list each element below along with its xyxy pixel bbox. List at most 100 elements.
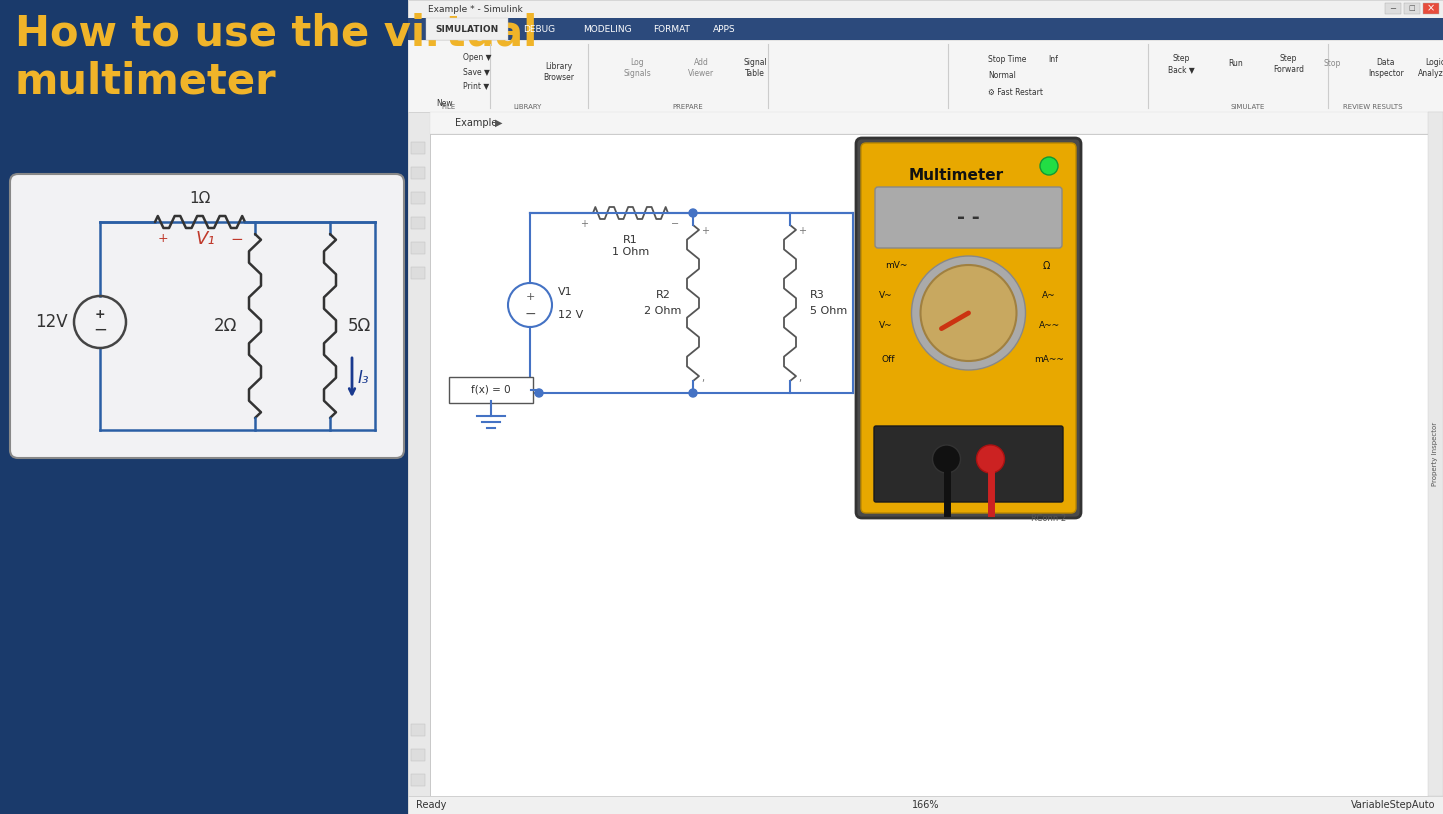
Text: f(x) = 0: f(x) = 0 bbox=[472, 385, 511, 395]
Text: −: − bbox=[524, 307, 535, 321]
Bar bbox=[411, 217, 426, 229]
Text: +: + bbox=[525, 292, 535, 302]
Bar bbox=[430, 112, 1443, 134]
Text: Ready: Ready bbox=[416, 800, 446, 810]
Circle shape bbox=[912, 256, 1026, 370]
Text: RConn 2: RConn 2 bbox=[1030, 514, 1066, 523]
Text: Stop Time: Stop Time bbox=[988, 55, 1026, 64]
Text: I₃: I₃ bbox=[358, 369, 369, 387]
Text: ,: , bbox=[798, 373, 801, 383]
Text: ▶: ▶ bbox=[495, 118, 502, 128]
Text: 1Ω: 1Ω bbox=[189, 191, 211, 206]
Text: 2Ω: 2Ω bbox=[214, 317, 237, 335]
Text: Example * - Simulink: Example * - Simulink bbox=[429, 5, 522, 14]
FancyBboxPatch shape bbox=[861, 143, 1076, 513]
Text: Property Inspector: Property Inspector bbox=[1433, 422, 1439, 486]
Text: Library
Browser: Library Browser bbox=[543, 63, 574, 81]
Text: −: − bbox=[231, 232, 244, 247]
Text: +: + bbox=[701, 226, 709, 236]
Text: - -: - - bbox=[957, 208, 980, 227]
Bar bbox=[408, 0, 1443, 18]
Text: 2 Ohm: 2 Ohm bbox=[645, 306, 681, 316]
Text: Signal
Table: Signal Table bbox=[743, 59, 766, 77]
Text: ⚙ Fast Restart: ⚙ Fast Restart bbox=[988, 87, 1043, 97]
Text: Step
Forward: Step Forward bbox=[1273, 55, 1304, 74]
Text: Print ▼: Print ▼ bbox=[463, 81, 489, 90]
Text: SIMULATE: SIMULATE bbox=[1231, 104, 1266, 110]
Text: REVIEW RESULTS: REVIEW RESULTS bbox=[1343, 104, 1403, 110]
Text: Add
Viewer: Add Viewer bbox=[688, 59, 714, 77]
FancyBboxPatch shape bbox=[856, 138, 1081, 518]
Bar bbox=[408, 40, 1443, 112]
Text: ×: × bbox=[1427, 3, 1434, 14]
Text: R1: R1 bbox=[623, 235, 638, 245]
Circle shape bbox=[535, 389, 543, 397]
Text: mV~: mV~ bbox=[885, 261, 908, 270]
Bar bbox=[411, 267, 426, 279]
Bar bbox=[411, 242, 426, 254]
Text: Logic
Analyzer: Logic Analyzer bbox=[1418, 59, 1443, 77]
FancyBboxPatch shape bbox=[874, 187, 1062, 248]
Text: FILE: FILE bbox=[442, 104, 455, 110]
Text: Data
Inspector: Data Inspector bbox=[1368, 59, 1404, 77]
Text: Inf: Inf bbox=[1048, 55, 1058, 64]
Text: DEBUG: DEBUG bbox=[522, 24, 556, 33]
Circle shape bbox=[688, 209, 697, 217]
Text: 12V: 12V bbox=[36, 313, 68, 331]
Text: Off: Off bbox=[882, 356, 895, 365]
Bar bbox=[1385, 3, 1401, 14]
Bar bbox=[411, 167, 426, 179]
Text: +: + bbox=[798, 226, 807, 236]
Bar bbox=[411, 142, 426, 154]
Text: V₁: V₁ bbox=[195, 230, 215, 248]
Text: −: − bbox=[92, 321, 107, 339]
Text: V~: V~ bbox=[879, 322, 893, 330]
Bar bbox=[411, 749, 426, 761]
Text: Multimeter: Multimeter bbox=[909, 168, 1004, 183]
Text: VariableStepAuto: VariableStepAuto bbox=[1351, 800, 1434, 810]
FancyBboxPatch shape bbox=[449, 377, 532, 403]
Circle shape bbox=[932, 445, 961, 473]
Text: Normal: Normal bbox=[988, 72, 1016, 81]
Text: 5 Ohm: 5 Ohm bbox=[810, 306, 847, 316]
Text: APPS: APPS bbox=[713, 24, 736, 33]
Bar bbox=[408, 796, 1443, 814]
Bar bbox=[426, 18, 508, 40]
Text: 166%: 166% bbox=[912, 800, 939, 810]
Text: −: − bbox=[671, 219, 680, 229]
Text: SIMULATION: SIMULATION bbox=[436, 24, 499, 33]
Text: □: □ bbox=[1408, 6, 1416, 11]
Bar bbox=[1429, 112, 1443, 796]
Bar bbox=[408, 0, 1443, 814]
Circle shape bbox=[921, 265, 1016, 361]
Text: MODELING: MODELING bbox=[583, 24, 632, 33]
Circle shape bbox=[688, 389, 697, 397]
Text: Save ▼: Save ▼ bbox=[463, 68, 489, 77]
Text: A~~: A~~ bbox=[1039, 322, 1059, 330]
Bar bbox=[430, 134, 1429, 796]
Text: +: + bbox=[157, 232, 169, 245]
Bar bbox=[1404, 3, 1420, 14]
Text: mA~~: mA~~ bbox=[1035, 356, 1063, 365]
FancyBboxPatch shape bbox=[874, 426, 1063, 502]
Text: 5Ω: 5Ω bbox=[348, 317, 371, 335]
Text: Ω: Ω bbox=[1042, 261, 1049, 271]
Text: Log
Signals: Log Signals bbox=[623, 59, 651, 77]
Text: V~: V~ bbox=[879, 291, 893, 300]
Text: V1: V1 bbox=[558, 287, 573, 297]
Bar bbox=[411, 774, 426, 786]
Circle shape bbox=[1040, 157, 1058, 175]
Text: R3: R3 bbox=[810, 290, 825, 300]
Bar bbox=[411, 192, 426, 204]
Text: How to use the virtual
multimeter: How to use the virtual multimeter bbox=[14, 12, 537, 103]
Text: Run: Run bbox=[1228, 59, 1242, 68]
Text: Step
Back ▼: Step Back ▼ bbox=[1167, 55, 1195, 74]
Bar bbox=[411, 724, 426, 736]
Text: New: New bbox=[436, 99, 453, 108]
Bar bbox=[1423, 3, 1439, 14]
FancyBboxPatch shape bbox=[10, 174, 404, 458]
Text: 12 V: 12 V bbox=[558, 310, 583, 320]
Circle shape bbox=[977, 445, 1004, 473]
Text: R2: R2 bbox=[655, 290, 671, 300]
Text: LIBRARY: LIBRARY bbox=[514, 104, 543, 110]
